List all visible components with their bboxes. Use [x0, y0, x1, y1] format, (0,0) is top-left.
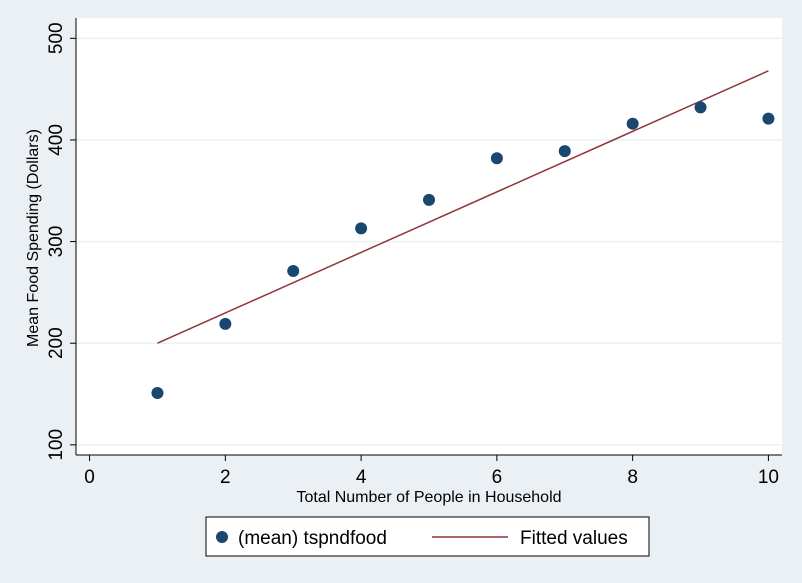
x-tick-label: 6: [492, 467, 503, 488]
series: [151, 70, 775, 400]
x-tick-label: 0: [84, 467, 95, 488]
x-tick-label: 2: [220, 467, 231, 488]
legend: (mean) tspndfood Fitted values: [205, 516, 650, 557]
y-tick-label: 500: [46, 22, 67, 54]
legend-label-scatter: (mean) tspndfood: [238, 528, 387, 549]
ticks: 100 200 300 400 500 0 2 4 6 8 10: [46, 22, 779, 488]
axes: [75, 18, 782, 456]
scatter-point: [490, 152, 503, 165]
y-axis-title: Mean Food Spending (Dollars): [25, 129, 42, 347]
legend-label-line: Fitted values: [520, 528, 628, 549]
scatter-point: [151, 387, 164, 400]
y-tick-label: 200: [46, 327, 67, 359]
scatter-point: [694, 101, 707, 114]
scatter-point: [287, 265, 300, 278]
x-axis-title: Total Number of People in Household: [296, 489, 561, 506]
scatter-point: [423, 193, 435, 206]
legend-box: [205, 516, 650, 557]
legend-marker-scatter: [216, 531, 228, 543]
x-tick-label: 4: [356, 467, 367, 488]
fitted-line: [157, 70, 769, 344]
gridlines: [76, 37, 782, 446]
plot-area: [76, 18, 782, 455]
y-tick-label: 400: [46, 124, 67, 156]
scatter-point: [558, 145, 571, 158]
y-tick-label: 100: [46, 429, 67, 461]
scatter-point: [355, 222, 368, 235]
scatter-point: [762, 112, 775, 125]
x-tick-label: 8: [627, 467, 638, 488]
scatter-point: [626, 117, 639, 130]
scatter-point: [219, 317, 232, 330]
y-tick-label: 300: [46, 226, 67, 258]
x-tick-label: 10: [758, 467, 779, 488]
